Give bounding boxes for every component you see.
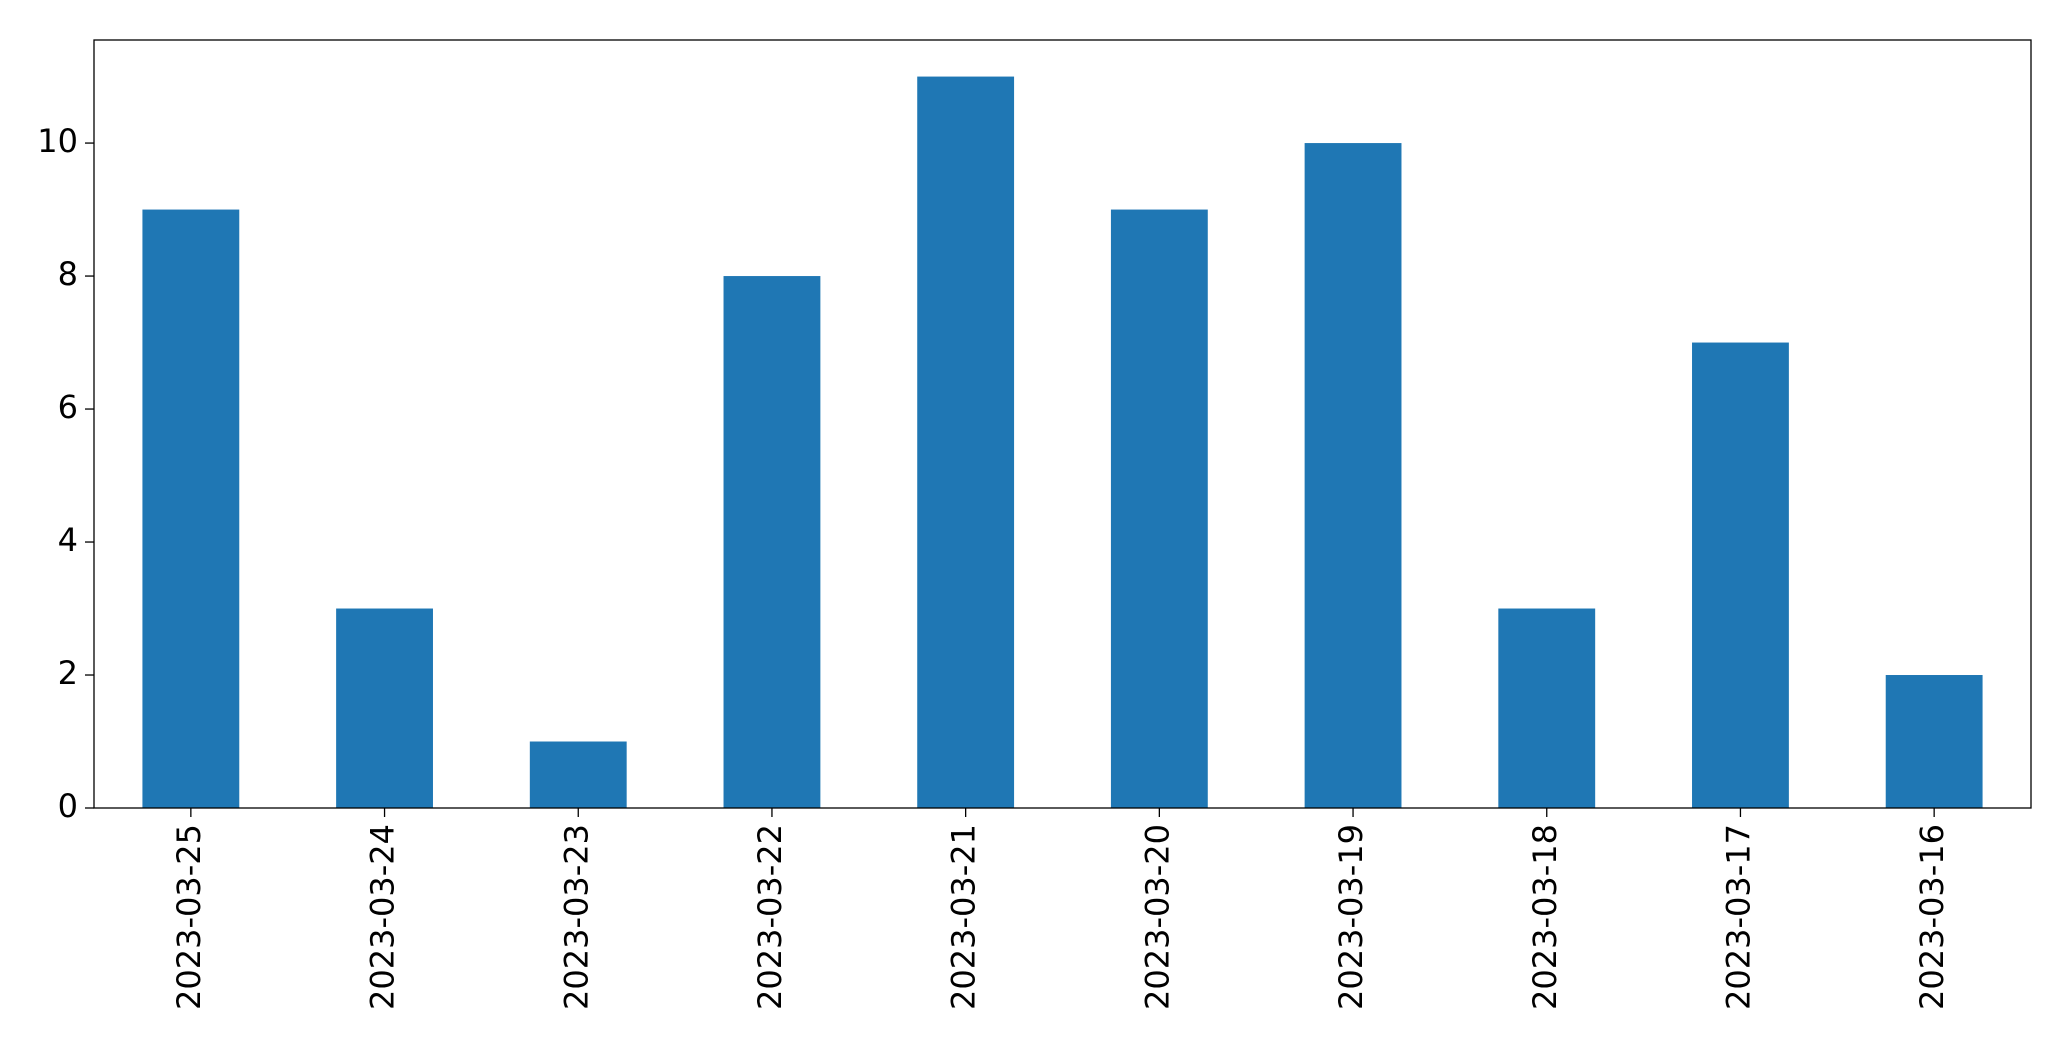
x-tick-label: 2023-03-23 <box>557 824 595 1010</box>
bar <box>1110 209 1208 808</box>
bar <box>1304 143 1402 808</box>
x-tick-label: 2023-03-16 <box>1913 824 1951 1010</box>
y-tick-label: 10 <box>37 122 78 160</box>
x-tick-label: 2023-03-22 <box>751 824 789 1010</box>
bar <box>1885 675 1983 808</box>
bar <box>1498 608 1596 808</box>
x-tick-label: 2023-03-19 <box>1332 824 1370 1010</box>
y-tick-label: 2 <box>58 654 78 692</box>
x-tick-label: 2023-03-20 <box>1138 824 1176 1010</box>
x-tick-label: 2023-03-21 <box>945 824 983 1010</box>
x-tick-label: 2023-03-24 <box>364 824 402 1010</box>
x-tick-label: 2023-03-17 <box>1719 824 1757 1010</box>
bar <box>336 608 433 808</box>
bar <box>529 741 627 808</box>
x-tick-label: 2023-03-25 <box>170 824 208 1010</box>
plot-frame <box>93 39 2032 809</box>
bar <box>917 76 1015 809</box>
y-tick-label: 8 <box>58 255 78 293</box>
y-tick-label: 4 <box>58 521 78 559</box>
bar <box>723 276 821 808</box>
bar <box>142 209 240 808</box>
x-tick-label: 2023-03-18 <box>1526 824 1564 1010</box>
y-tick-label: 6 <box>58 388 78 426</box>
y-tick-label: 0 <box>58 787 78 825</box>
bar <box>1692 342 1789 808</box>
